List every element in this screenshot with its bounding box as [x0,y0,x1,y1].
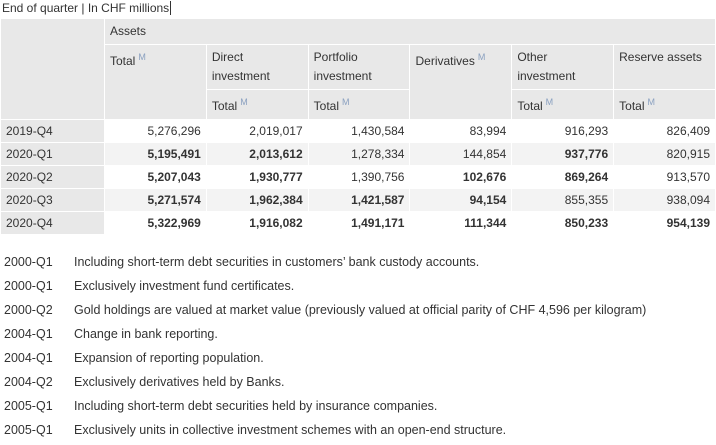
table-cell: 5,271,574 [104,188,207,212]
table-cell: 869,264 [511,165,615,189]
column-header: Reserve assets [613,44,716,90]
footnote: 2004-Q1 Change in bank reporting. [4,325,646,349]
metadata-marker: M [240,97,248,107]
table-cell: 94,154 [409,188,513,212]
sub-label: Total [211,99,238,113]
table-cell: 1,430,584 [307,119,411,143]
footnote-period: 2000-Q1 [4,255,53,269]
metadata-marker: M [477,52,486,62]
header-row: Assets [0,18,716,120]
table-cell: 102,676 [409,165,513,189]
table-cell: 144,854 [409,142,513,166]
column-header: Other investment [511,44,615,90]
table-cell: 913,570 [613,165,716,189]
table-cell: 5,195,491 [104,142,207,166]
table-cell: 1,491,171 [307,211,411,235]
footnote: 2005-Q1 Including short-term debt securit… [4,397,646,421]
footnote-period: 2004-Q1 [4,327,53,341]
column-label: Other investment [517,50,576,83]
table-row: 2020-Q3 5,271,574 1,962,384 1,421,587 94,154… [0,188,716,212]
table-cell: 5,322,969 [104,211,207,235]
footnote-period: 2000-Q1 [4,279,53,293]
footnote-text: Exclusively derivatives held by Banks. [74,375,285,389]
footnote-text: Exclusively units in collective investme… [74,423,507,437]
column-header: Portfolio investment [307,44,411,90]
table-cell: 938,094 [613,188,716,212]
table-cell: 916,293 [511,119,615,143]
footnote: 2004-Q2 Exclusively derivatives held by B… [4,373,646,397]
column-header: Total M [104,44,207,120]
footnote-period: 2005-Q1 [4,423,53,437]
footnote-period: 2005-Q1 [4,399,53,413]
footnotes: 2000-Q1 Including short-term debt securit… [4,253,646,445]
metadata-marker: M [647,97,656,107]
metadata-marker: M [138,52,146,62]
table-cell: 1,421,587 [307,188,411,212]
footnote-text: Including short-term debt securities in … [74,255,480,269]
footnote-period: 2004-Q1 [4,351,53,365]
footnote: 2000-Q1 Exclusively investment fund certi… [4,277,646,301]
metadata-marker: M [545,97,554,107]
footnote-period: 2000-Q2 [4,303,53,317]
row-label: 2019-Q4 [0,119,105,143]
sub-header: Total M [613,89,716,120]
sub-header: Total M [205,89,309,120]
table-cell: 954,139 [613,211,716,235]
table-cell: 937,776 [511,142,615,166]
corner-cell [0,18,105,120]
caption: End of quarter | In CHF millions [2,1,172,15]
footnote-text: Change in bank reporting. [74,327,218,341]
footnote-text: Gold holdings are valued at market value… [74,303,647,317]
sub-header: Total M [511,89,615,120]
table-cell: 826,409 [613,119,716,143]
table-cell: 2,019,017 [205,119,309,143]
table-cell: 1,916,082 [205,211,309,235]
footnote: 2005-Q1 Exclusively units in collective i… [4,421,646,445]
group-header: Assets [104,18,716,45]
data-table: Assets Total M Direct investment Portfolio i… [0,18,716,235]
table-cell: 1,278,334 [307,142,411,166]
footnote-text: Including short-term debt securities hel… [74,399,438,413]
column-header: Derivatives M [409,44,513,120]
row-label: 2020-Q3 [0,188,105,212]
row-label: 2020-Q1 [0,142,105,166]
table-cell: 2,013,612 [205,142,309,166]
table-cell: 111,344 [409,211,513,235]
table-row: 2020-Q4 5,322,969 1,916,082 1,491,171 111,34… [0,211,716,235]
table-cell: 850,233 [511,211,615,235]
table-row: 2020-Q1 5,195,491 2,013,612 1,278,334 144,85… [0,142,716,166]
table-row: 2020-Q2 5,207,043 1,930,777 1,390,756 102,67… [0,165,716,189]
table-cell: 5,276,296 [104,119,207,143]
sub-label: Total [313,99,340,113]
row-label: 2020-Q4 [0,211,105,235]
sub-header: Total M [307,89,411,120]
table-cell: 855,355 [511,188,615,212]
footnote-text: Exclusively investment fund certificates… [74,279,295,293]
table-row: 2019-Q4 5,276,296 2,019,017 1,430,584 83,994… [0,119,716,143]
table-cell: 83,994 [409,119,513,143]
column-label: Derivatives [415,54,475,68]
footnote: 2000-Q1 Including short-term debt securit… [4,253,646,277]
footnote: 2004-Q1 Expansion of reporting population… [4,349,646,373]
column-label: Portfolio investment [313,50,372,83]
sub-label: Total [619,99,645,113]
column-label: Reserve assets [619,50,702,64]
column-label: Total [110,54,136,68]
footnote: 2000-Q2 Gold holdings are valued at marke… [4,301,646,325]
row-label: 2020-Q2 [0,165,105,189]
table-cell: 820,915 [613,142,716,166]
table-cell: 1,962,384 [205,188,309,212]
column-header: Direct investment [205,44,309,90]
column-label: Direct investment [211,50,270,83]
footnote-text: Expansion of reporting population. [74,351,264,365]
header-row: Total M Direct investment Portfolio investm… [1,44,716,120]
sub-label: Total [517,99,543,113]
footnote-period: 2004-Q2 [4,375,53,389]
table-cell: 5,207,043 [104,165,207,189]
table-cell: 1,390,756 [307,165,411,189]
metadata-marker: M [342,97,350,107]
header-row: Total M Total M Total M Total M [1,89,716,120]
table-cell: 1,930,777 [205,165,309,189]
